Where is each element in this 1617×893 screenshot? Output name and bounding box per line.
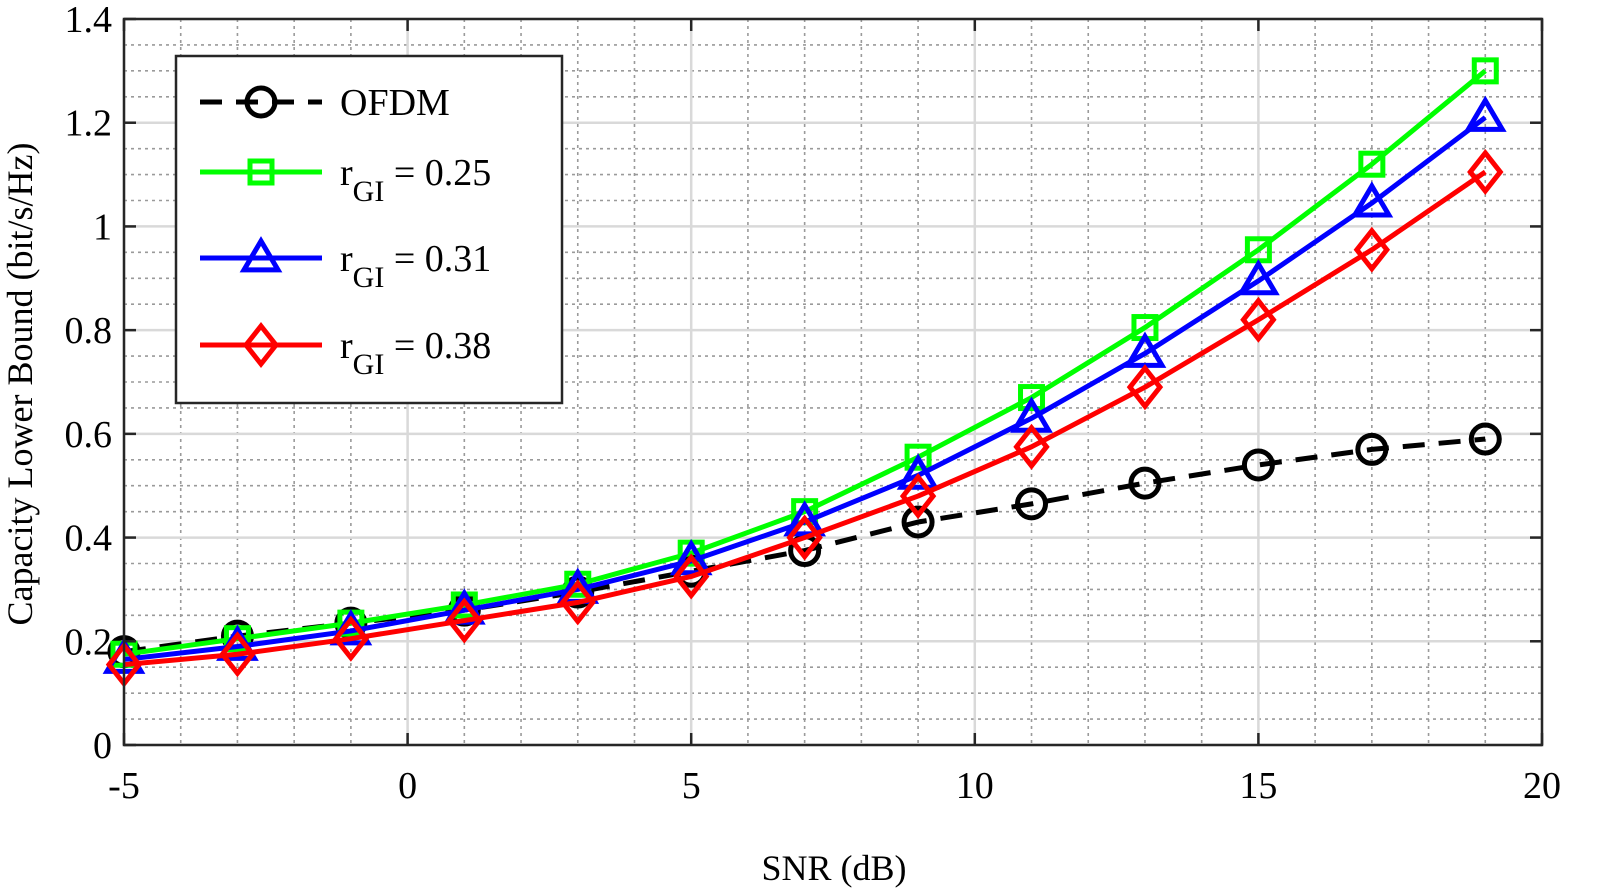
y-tick-label: 0.6 xyxy=(65,414,113,456)
data-point-diamond xyxy=(1467,148,1504,196)
data-point-diamond xyxy=(1353,226,1391,273)
axes-box xyxy=(122,17,1544,747)
x-tick-label: 10 xyxy=(956,765,994,807)
data-point-diamond xyxy=(899,473,937,520)
legend-label: rGI = 0.38 xyxy=(340,325,491,381)
data-point-triangle xyxy=(896,453,940,490)
y-ticks: 0 0.2 0.4 0.6 0.8 1 1.2 1.4 xyxy=(65,0,1542,767)
y-tick-label: 0 xyxy=(93,725,112,767)
legend-entry-2: rGI = 0.25 xyxy=(200,152,491,208)
y-tick-label: 1.4 xyxy=(65,0,113,41)
x-tick-label: 20 xyxy=(1523,765,1561,807)
y-axis-label: Capacity Lower Bound (bit/s/Hz) xyxy=(0,143,40,626)
data-point-square xyxy=(1358,150,1386,178)
data-point-diamond xyxy=(673,553,710,600)
legend-marker-diamond xyxy=(242,321,280,369)
data-point-triangle xyxy=(1237,258,1280,296)
data-point-diamond xyxy=(446,597,483,644)
data-point-triangle xyxy=(669,538,713,576)
data-point-diamond xyxy=(219,631,256,678)
legend-entry-1: OFDM xyxy=(200,82,450,124)
series-line xyxy=(123,169,1487,668)
series-4 xyxy=(105,148,1504,688)
data-point-triangle xyxy=(1350,181,1394,218)
y-tick-label: 1.2 xyxy=(65,103,113,145)
data-point-circle xyxy=(1128,466,1162,500)
axes-frame xyxy=(122,17,1544,747)
legend-entry-3: rGI = 0.31 xyxy=(200,236,491,294)
data-point-circle xyxy=(1468,422,1502,456)
data-point-square xyxy=(904,443,932,471)
data-point-circle xyxy=(1355,432,1389,466)
x-tick-label: 0 xyxy=(398,765,417,807)
data-point-circle xyxy=(901,505,935,539)
x-tick-label: -5 xyxy=(108,765,140,807)
legend-marker-circle xyxy=(244,85,278,119)
x-tick-label: 5 xyxy=(682,765,701,807)
data-point-triangle xyxy=(783,500,827,537)
x-ticks: -5 0 5 10 15 20 xyxy=(108,19,1561,807)
legend-label: OFDM xyxy=(340,82,450,124)
x-axis-label: SNR (dB) xyxy=(761,848,906,888)
legend-entry-4: rGI = 0.38 xyxy=(200,321,491,381)
y-tick-label: 1 xyxy=(93,206,112,248)
legend-label: rGI = 0.31 xyxy=(340,238,491,294)
data-point-triangle xyxy=(1463,95,1507,132)
data-point-circle xyxy=(1015,487,1049,521)
data-point-diamond xyxy=(332,615,370,662)
x-tick-label: 15 xyxy=(1239,765,1277,807)
data-point-diamond xyxy=(1126,364,1164,411)
data-point-square xyxy=(1471,57,1499,85)
y-tick-label: 0.4 xyxy=(65,518,113,560)
data-point-diamond xyxy=(1240,296,1277,343)
y-tick-label: 0.8 xyxy=(65,310,113,352)
data-point-diamond xyxy=(559,579,596,626)
y-tick-label: 0.2 xyxy=(65,621,113,663)
legend-label: rGI = 0.25 xyxy=(340,152,491,208)
data-point-circle xyxy=(1241,448,1275,482)
legend-marker-triangle xyxy=(239,236,283,273)
legend: OFDM rGI = 0.25 rGI = 0.31 rGI = 0.38 xyxy=(174,54,564,405)
data-point-square xyxy=(1018,384,1046,412)
data-point-diamond xyxy=(786,514,823,561)
legend-marker-square xyxy=(247,158,275,186)
data-point-diamond xyxy=(1013,423,1050,470)
